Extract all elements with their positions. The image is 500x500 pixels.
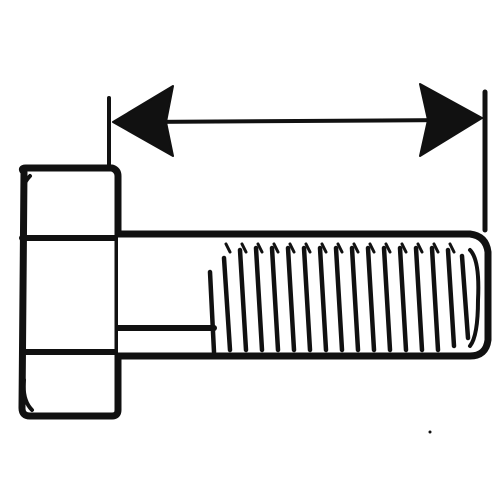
head-chamfer-bottom [21,378,34,412]
print-speck [428,430,432,434]
bolt-threads [207,245,471,355]
bolt-head [18,164,122,420]
arrow-left-icon [112,85,174,157]
arrow-right-icon [419,83,483,157]
hex-bolt-icon [18,164,492,420]
length-dimension [107,83,488,233]
thread-crests [224,242,456,254]
head-chamfer-top [20,174,32,202]
dimension-line [138,118,457,124]
thread-end [468,248,481,348]
